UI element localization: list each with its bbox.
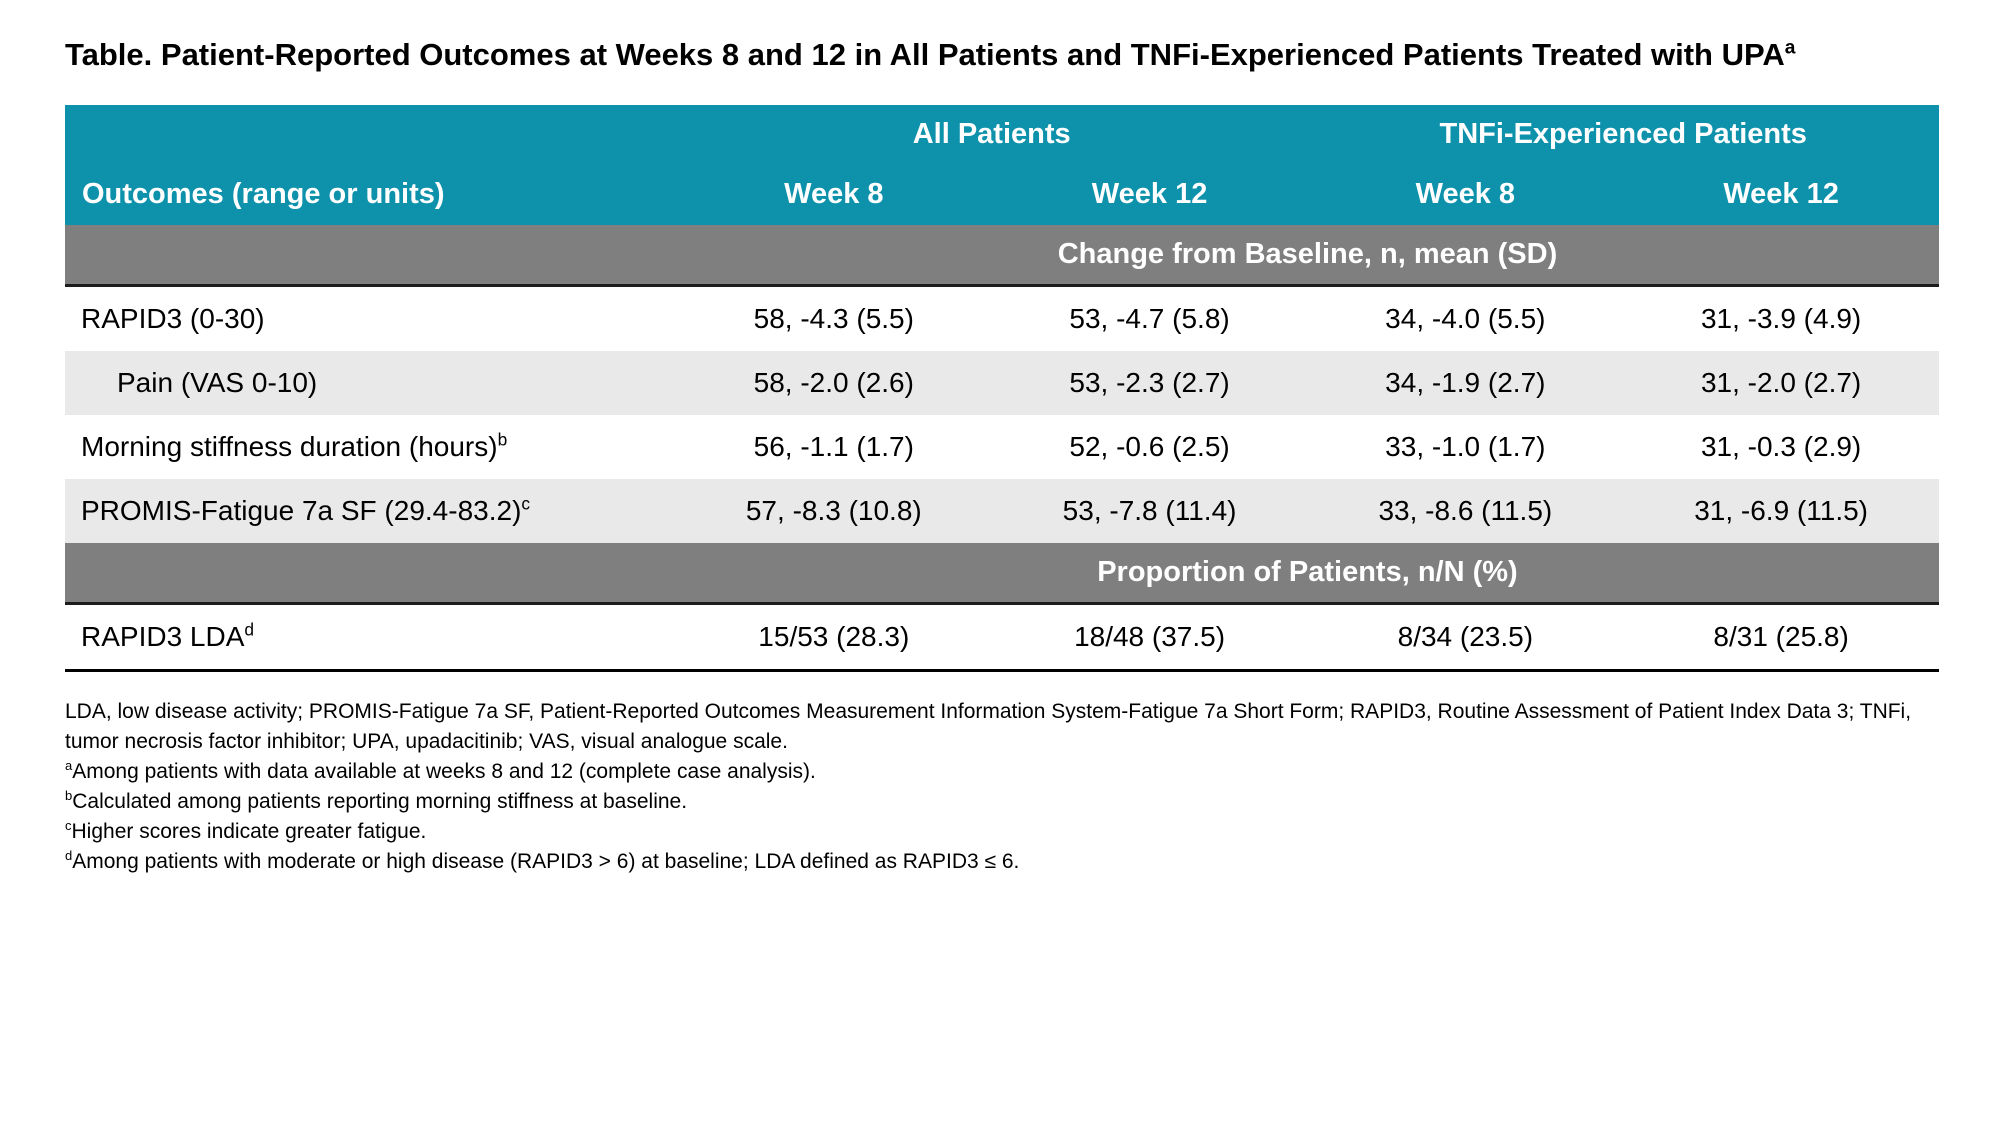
cell-value: 58, -4.3 (5.5): [753, 303, 914, 334]
group-header-all-patients: All Patients: [675, 105, 1308, 163]
section-band-label: Change from Baseline, n, mean (SD): [675, 225, 1939, 287]
row-label-text: Pain (VAS 0-10): [117, 367, 318, 398]
table-title: Table. Patient-Reported Outcomes at Week…: [65, 36, 1939, 74]
footnote-abbreviations: LDA, low disease activity; PROMIS-Fatigu…: [65, 700, 1912, 753]
group-header-spacer: [65, 105, 676, 163]
cell-value: 8/31 (25.8): [1623, 603, 1939, 672]
table-row: PROMIS-Fatigue 7a SF (29.4-83.2)c 57, -8…: [65, 479, 1939, 543]
figure-page: Table. Patient-Reported Outcomes at Week…: [65, 36, 1939, 877]
section-band-spacer: [65, 225, 676, 287]
cell-value: 53, -4.7 (5.8): [1069, 303, 1230, 334]
column-header-outcomes: Outcomes (range or units): [65, 163, 676, 225]
cell-value: 31, -2.0 (2.7): [1623, 351, 1939, 415]
footnote-d: dAmong patients with moderate or high di…: [65, 847, 1960, 877]
footnote-text: Among patients with data available at we…: [72, 760, 816, 783]
section-band-proportion: Proportion of Patients, n/N (%): [65, 543, 1939, 605]
section-band-spacer: [65, 543, 676, 605]
section-band-change-from-baseline: Change from Baseline, n, mean (SD): [65, 225, 1939, 287]
footnote-marker: d: [65, 848, 73, 863]
group-header-tnfi-experienced: TNFi-Experienced Patients: [1307, 105, 1939, 163]
cell-value: 57, -8.3 (10.8): [675, 479, 992, 543]
row-label-promis-fatigue: PROMIS-Fatigue 7a SF (29.4-83.2)c: [65, 479, 676, 543]
table-row: RAPID3 (0-30) 58, -4.3 (5.5) 53, -4.7 (5…: [65, 286, 1939, 352]
table-title-text: Table. Patient-Reported Outcomes at Week…: [65, 37, 1785, 72]
column-header-all-week12: Week 12: [991, 163, 1308, 225]
cell-value: 8/34 (23.5): [1307, 603, 1624, 672]
row-label-superscript: b: [497, 429, 508, 450]
cell-value: 33, -8.6 (11.5): [1307, 479, 1624, 543]
row-label-superscript: c: [521, 493, 531, 514]
group-header-row: All Patients TNFi-Experienced Patients: [65, 105, 1939, 163]
column-header-all-week8: Week 8: [675, 163, 992, 225]
footnote-marker: a: [65, 758, 73, 773]
row-label-pain: Pain (VAS 0-10): [65, 351, 676, 415]
cell-value: 34, -4.0 (5.5): [1385, 303, 1546, 334]
cell-value: 15/53 (28.3): [675, 603, 992, 672]
row-label-text: PROMIS-Fatigue 7a SF (29.4-83.2): [81, 495, 522, 526]
cell-value: 31, -6.9 (11.5): [1623, 479, 1939, 543]
cell-value: 31, -0.3 (2.9): [1700, 431, 1862, 462]
footnote-marker: b: [65, 788, 73, 803]
column-header-row: Outcomes (range or units) Week 8 Week 12…: [65, 163, 1939, 225]
column-header-tnfi-week12: Week 12: [1623, 163, 1939, 225]
cell-value: 53, -2.3 (2.7): [991, 351, 1308, 415]
outcomes-table: All Patients TNFi-Experienced Patients O…: [65, 105, 1939, 672]
table-row: RAPID3 LDAd 15/53 (28.3) 18/48 (37.5) 8/…: [65, 603, 1939, 672]
section-band-label: Proportion of Patients, n/N (%): [675, 543, 1939, 605]
cell-value: 52, -0.6 (2.5): [1069, 431, 1230, 462]
table-row: Morning stiffness duration (hours)b 56, …: [65, 415, 1939, 479]
row-label-text: Morning stiffness duration (hours): [81, 431, 498, 462]
row-label-text: RAPID3 LDA: [81, 621, 245, 652]
row-label-morning-stiffness: Morning stiffness duration (hours)b: [65, 415, 676, 479]
row-label-rapid3: RAPID3 (0-30): [65, 286, 676, 352]
row-label-superscript: d: [244, 619, 255, 640]
footnotes: LDA, low disease activity; PROMIS-Fatigu…: [65, 697, 1960, 877]
cell-value: 34, -1.9 (2.7): [1307, 351, 1624, 415]
footnote-b: bCalculated among patients reporting mor…: [65, 787, 1960, 817]
footnote-marker: c: [65, 818, 72, 833]
column-header-tnfi-week8: Week 8: [1307, 163, 1624, 225]
cell-value: 18/48 (37.5): [991, 603, 1308, 672]
table-header: All Patients TNFi-Experienced Patients O…: [65, 105, 1939, 225]
footnote-text: Higher scores indicate greater fatigue.: [71, 820, 427, 843]
row-label-rapid3-lda: RAPID3 LDAd: [65, 603, 676, 672]
footnote-a: aAmong patients with data available at w…: [65, 757, 1960, 787]
cell-value: 58, -2.0 (2.6): [675, 351, 992, 415]
footnote-text: Calculated among patients reporting morn…: [72, 790, 688, 813]
table-title-superscript: a: [1784, 37, 1796, 59]
table-body: Change from Baseline, n, mean (SD) RAPID…: [65, 225, 1939, 672]
footnote-text: Among patients with moderate or high dis…: [72, 850, 1020, 873]
cell-value: 53, -7.8 (11.4): [991, 479, 1308, 543]
footnote-c: cHigher scores indicate greater fatigue.: [65, 817, 1960, 847]
cell-value: 31, -3.9 (4.9): [1700, 303, 1862, 334]
cell-value: 33, -1.0 (1.7): [1385, 431, 1546, 462]
table-row: Pain (VAS 0-10) 58, -2.0 (2.6) 53, -2.3 …: [65, 351, 1939, 415]
cell-value: 56, -1.1 (1.7): [753, 431, 914, 462]
row-label-text: RAPID3 (0-30): [81, 303, 265, 334]
